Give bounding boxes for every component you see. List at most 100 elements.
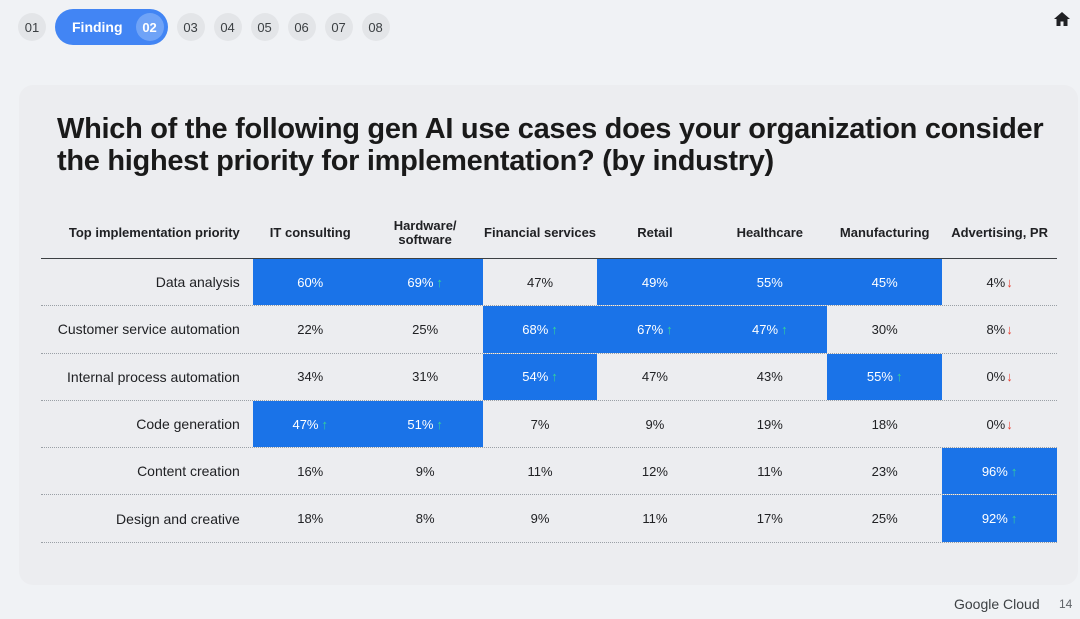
cell-value: 22% <box>297 321 324 337</box>
table-cell: 19% <box>712 401 827 447</box>
cell-value: 8% <box>986 321 1006 337</box>
table-cell: 31% <box>368 354 483 400</box>
nav-item-active[interactable]: Finding 02 <box>55 9 168 45</box>
cell-value: 55% <box>866 369 893 385</box>
cell-value: 11% <box>757 463 783 479</box>
cell-value: 49% <box>641 274 668 290</box>
cell-value: 19% <box>756 416 783 432</box>
table-cell: 30% <box>827 306 942 352</box>
table-row: Code generation 47% ↑ 51% ↑ 7% 9% 19% 18% 0% ↓ <box>41 400 1057 449</box>
table-body: Data analysis 60% 69% ↑ 47% 49% 55% 45% 4% ↓ Custo… <box>41 259 1058 543</box>
cell-value: 47% <box>292 416 319 432</box>
cell-value: 0% <box>986 369 1006 385</box>
table-cell: 43% <box>712 354 827 400</box>
priority-table: Top implementation priority IT consultin… <box>41 207 1058 543</box>
table-cell: 68% ↑ <box>482 306 598 353</box>
cell-value: 12% <box>641 463 668 479</box>
cell-value: 0% <box>986 416 1006 432</box>
table-row: Content creation 16% 9% 11% 12% 11% 23% 96% ↑ <box>41 448 1058 496</box>
trend-down-icon: ↓ <box>1006 369 1013 385</box>
cell-value: 11% <box>527 463 553 479</box>
nav-item-08[interactable]: 08 <box>361 13 390 41</box>
table-cell: 55% <box>712 259 828 306</box>
table-cell: 51% ↑ <box>367 400 483 448</box>
cell-value: 92% <box>981 511 1008 527</box>
table-cell: 67% ↑ <box>597 306 713 353</box>
trend-down-icon: ↓ <box>1006 274 1013 290</box>
table-cell: 96% ↑ <box>942 448 1058 495</box>
table-cell: 25% <box>827 495 942 541</box>
nav-item-07[interactable]: 07 <box>324 13 353 41</box>
row-label: Internal process automation <box>67 368 240 385</box>
table-cell: 47% <box>483 259 598 305</box>
cell-value: 8% <box>415 511 435 527</box>
row-header-label: Top implementation priority <box>68 224 240 240</box>
trend-down-icon: ↓ <box>1006 321 1013 337</box>
nav-item-06[interactable]: 06 <box>287 13 316 41</box>
trend-up-icon: ↑ <box>1010 463 1018 479</box>
table-cell: 22% <box>253 306 368 352</box>
nav-item-04[interactable]: 04 <box>213 13 242 41</box>
cell-value: 45% <box>871 274 898 290</box>
table-cell: 47% ↑ <box>252 400 368 448</box>
row-label: Code generation <box>136 416 240 433</box>
column-header: Financial services <box>484 224 597 240</box>
table-cell: 18% <box>827 401 942 447</box>
cell-value: 17% <box>756 511 783 527</box>
cell-value: 25% <box>871 511 898 527</box>
table-row: Customer service automation 22% 25% 68% ↑ 67%… <box>41 306 1057 354</box>
column-header: Advertising, PR <box>951 224 1048 240</box>
nav-item-03[interactable]: 03 <box>176 13 205 41</box>
table-cell: 7% <box>483 401 598 447</box>
row-label: Content creation <box>137 463 240 480</box>
table-cell: 18% <box>253 495 368 541</box>
column-header: Manufacturing <box>839 224 930 240</box>
cell-value: 11% <box>642 511 668 527</box>
cell-value: 47% <box>527 274 554 290</box>
cell-value: 18% <box>871 416 898 432</box>
nav-item-05[interactable]: 05 <box>250 13 279 41</box>
cell-value: 25% <box>412 321 439 337</box>
table-cell: 11% <box>712 448 827 494</box>
column-header: Hardware/ software <box>393 217 457 247</box>
page-number: 14 <box>1059 597 1073 611</box>
cell-value: 68% <box>522 321 549 337</box>
cell-value: 96% <box>981 463 1008 479</box>
table-cell: 4% ↓ <box>942 259 1057 305</box>
table-cell: 55% ↑ <box>827 353 943 400</box>
table-cell: 11% <box>483 448 598 494</box>
cell-value: 34% <box>297 369 324 385</box>
table-cell: 0% ↓ <box>942 354 1057 400</box>
trend-down-icon: ↓ <box>1006 416 1013 432</box>
table-cell: 12% <box>597 448 712 494</box>
table-cell: 34% <box>253 354 368 400</box>
cell-value: 9% <box>645 416 665 432</box>
cell-value: 67% <box>637 321 664 337</box>
table-cell: 17% <box>712 495 827 541</box>
cell-value: 69% <box>407 274 434 290</box>
nav-active-number: 02 <box>135 13 164 41</box>
cell-value: 47% <box>752 321 779 337</box>
nav-item-01[interactable]: 01 <box>18 13 46 41</box>
cell-value: 9% <box>530 511 550 527</box>
trend-up-icon: ↑ <box>551 369 558 385</box>
table-cell: 25% <box>368 306 483 352</box>
table-cell: 8% <box>368 495 483 541</box>
slide-nav: 01 Finding 02 03 04 05 06 07 08 <box>18 9 399 45</box>
cell-value: 30% <box>871 321 898 337</box>
cell-value: 16% <box>297 463 324 479</box>
table-cell: 9% <box>368 448 483 494</box>
cell-value: 55% <box>756 274 783 290</box>
table-cell: 11% <box>597 495 712 541</box>
table-cell: 45% <box>827 259 943 306</box>
table-cell: 47% <box>597 354 712 400</box>
trend-up-icon: ↑ <box>321 416 329 432</box>
table-cell: 49% <box>597 259 713 306</box>
home-icon[interactable] <box>1052 9 1072 29</box>
trend-up-icon: ↑ <box>1010 511 1018 527</box>
cell-value: 18% <box>297 511 324 527</box>
brand-logo: Google Cloud <box>954 596 1040 612</box>
table-row: Data analysis 60% 69% ↑ 47% 49% 55% 45% 4% ↓ <box>41 259 1057 307</box>
table-header: Top implementation priority IT consultin… <box>41 207 1057 259</box>
trend-up-icon: ↑ <box>781 321 788 337</box>
